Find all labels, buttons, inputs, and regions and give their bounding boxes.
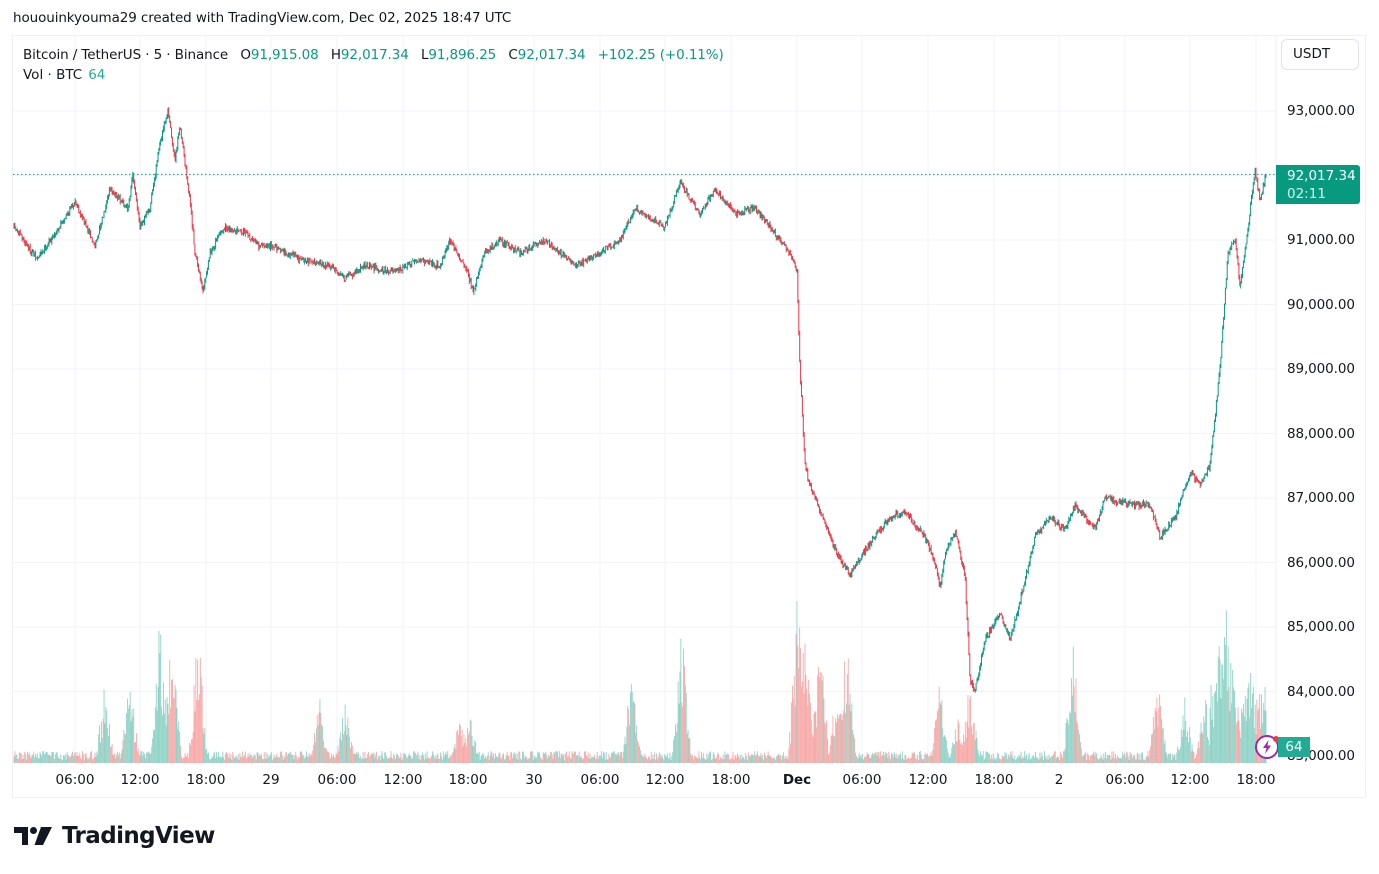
tradingview-logo[interactable]: TradingView [14,822,215,850]
symbol-title[interactable]: Bitcoin / TetherUS · 5 · Binance [23,47,229,63]
chart-legend: Bitcoin / TetherUS · 5 · Binance O91,915… [23,45,724,65]
close-value: 92,017.34 [517,47,586,63]
open-value: 91,915.08 [250,47,319,63]
time-tick-label: 06:00 [842,772,882,788]
volume-value: 64 [88,67,106,83]
price-tick-label: 84,000.00 [1287,683,1355,700]
time-tick-label: 12:00 [383,772,423,788]
change-value: +102.25 (+0.11%) [597,47,724,63]
time-tick-label: Dec [782,772,812,788]
volume-bars [13,601,1267,763]
time-tick-label: 18:00 [974,772,1014,788]
price-candles [13,107,1267,693]
time-tick-label: 06:00 [580,772,620,788]
price-tick-label: 90,000.00 [1287,296,1355,313]
time-tick-label: 12:00 [645,772,685,788]
price-tick-label: 88,000.00 [1287,425,1355,442]
attribution-text: hououinkyouma29 created with TradingView… [13,10,512,26]
open-label: O [240,47,251,63]
price-tick-label: 85,000.00 [1287,619,1355,635]
time-tick-label: 06:00 [317,772,357,788]
bar-countdown: 02:11 [1287,186,1326,202]
price-tick-label: 89,000.00 [1287,361,1355,377]
price-tick-label: 86,000.00 [1287,554,1355,571]
tradingview-logo-text: TradingView [62,823,215,849]
price-tick-label: 93,000.00 [1287,103,1355,119]
close-label: C [508,47,518,63]
time-tick-label: 29 [262,772,280,788]
time-tick-label: 18:00 [186,772,226,788]
time-tick-label: 12:00 [908,772,948,788]
time-tick-label: 2 [1054,772,1064,788]
volume-label[interactable]: Vol · BTC [23,67,83,83]
time-tick-label: 30 [525,772,543,788]
time-tick-label: 12:00 [120,772,160,788]
chart-frame [12,35,1366,798]
time-tick-label: 18:00 [711,772,751,788]
time-tick-label: 18:00 [1236,772,1276,788]
time-tick-label: 06:00 [1105,772,1145,788]
volume-legend: Vol · BTC 64 [23,65,105,85]
time-tick-label: 06:00 [55,772,95,788]
last-price-label: 92,017.34 02:11 [1276,165,1360,204]
high-label: H [330,47,341,63]
last-price-value: 92,017.34 [1287,168,1356,184]
time-tick-label: 12:00 [1170,772,1210,788]
grid-lines [13,36,1276,765]
low-value: 91,896.25 [428,47,497,63]
tradingview-logo-icon [14,827,52,845]
currency-button[interactable]: USDT [1281,39,1359,70]
time-tick-label: 18:00 [448,772,488,788]
low-label: L [420,47,429,63]
high-value: 92,017.34 [340,47,409,63]
price-tick-label: 91,000.00 [1287,232,1355,248]
lightning-alert-icon[interactable] [1254,734,1280,760]
volume-last-badge: 64 [1278,737,1310,757]
price-tick-label: 87,000.00 [1287,490,1355,506]
